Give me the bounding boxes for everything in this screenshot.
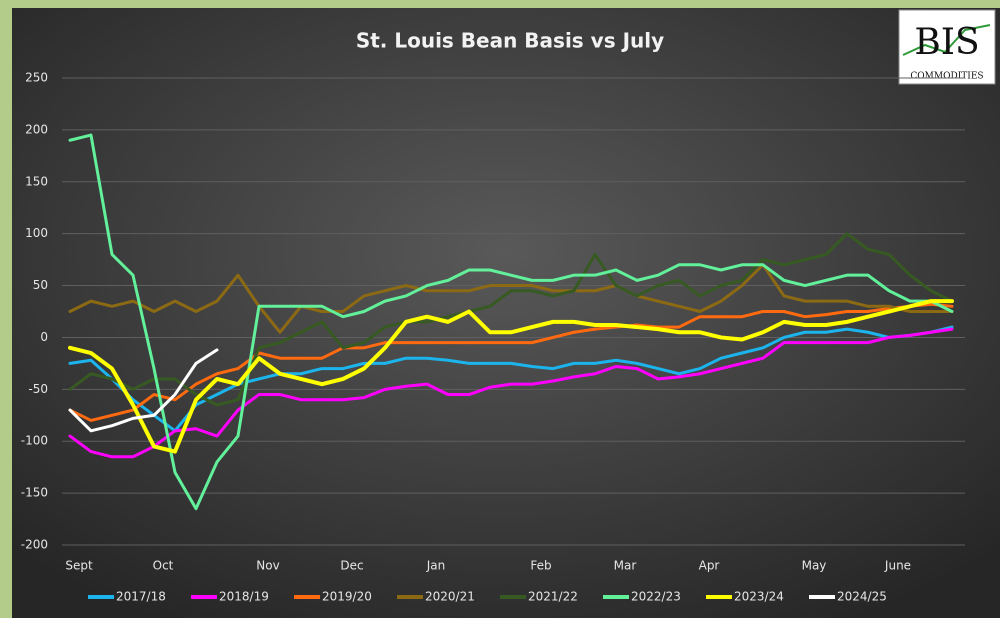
x-tick-label: Jan [426,559,446,573]
series-line [68,302,954,422]
y-tick-label: 50 [33,278,48,292]
y-tick-label: 200 [25,122,48,136]
legend-label: 2017/18 [116,590,166,604]
y-tick-label: 250 [25,71,48,85]
y-tick-label: -200 [21,538,48,552]
series-line [68,327,954,459]
legend-label: 2019/20 [322,590,372,604]
x-tick-label: Feb [530,559,551,573]
y-tick-label: 150 [25,174,48,188]
x-tick-label: Nov [256,559,279,573]
legend-label: 2018/19 [219,590,269,604]
series-line [68,232,954,407]
x-tick-label: Dec [340,559,363,573]
series-line [68,325,954,433]
legend-label: 2023/24 [734,590,784,604]
y-tick-label: 0 [40,330,48,344]
y-tick-label: -150 [21,486,48,500]
logo-box [898,9,996,85]
logo-name: BIS [914,22,979,63]
series-line [68,299,954,454]
legend-label: 2021/22 [528,590,578,604]
legend-label: 2024/25 [837,590,887,604]
series-line [68,263,954,334]
y-tick-label: -100 [21,434,48,448]
y-tick-label: -50 [28,382,48,396]
x-tick-label: Apr [699,559,720,573]
x-tick-label: Sept [65,559,93,573]
legend-label: 2022/23 [631,590,681,604]
logo-subtitle: COMMODITIES [910,72,983,82]
y-tick-label: 100 [25,226,48,240]
logo: BIS COMMODITIES [898,9,996,85]
x-tick-label: May [802,559,827,573]
chart-title: St. Louis Bean Basis vs July [356,29,664,53]
series-line [68,133,954,511]
x-tick-label: Mar [614,559,637,573]
x-tick-label: Oct [153,559,174,573]
legend-label: 2020/21 [425,590,475,604]
x-tick-label: June [884,559,911,573]
series-line [68,348,219,433]
logo-arrow [902,24,991,56]
